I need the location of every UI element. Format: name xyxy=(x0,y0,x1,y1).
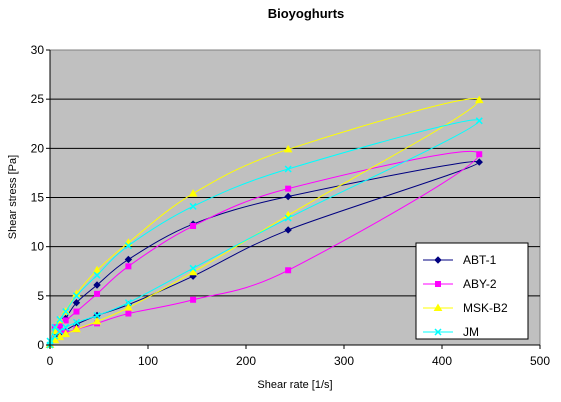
data-point xyxy=(189,264,197,272)
y-tick-label: 30 xyxy=(31,43,45,57)
data-point xyxy=(72,318,80,326)
legend-box xyxy=(415,242,529,340)
y-tick-label: 5 xyxy=(37,289,44,303)
data-point xyxy=(124,255,133,264)
series-layer xyxy=(45,95,484,349)
data-point xyxy=(125,310,132,317)
data-point xyxy=(475,158,483,166)
legend-swatch-marker xyxy=(434,328,442,336)
y-tick-label: 25 xyxy=(31,92,45,106)
data-point xyxy=(125,263,132,270)
x-tick-label: 300 xyxy=(334,354,354,368)
data-point xyxy=(189,202,197,210)
data-point xyxy=(93,281,101,289)
data-point xyxy=(93,271,101,279)
data-point xyxy=(92,316,102,325)
data-point xyxy=(62,317,69,324)
data-point xyxy=(190,223,197,230)
data-point xyxy=(51,323,59,331)
data-point xyxy=(124,303,133,311)
data-point xyxy=(55,332,65,341)
chart-title: Bioyoghurts xyxy=(268,6,345,21)
y-tick-label: 0 xyxy=(37,338,44,352)
x-axis-label: Shear rate [1/s] xyxy=(257,379,332,391)
data-point xyxy=(56,315,64,323)
x-tick-label: 200 xyxy=(236,354,256,368)
data-point xyxy=(284,226,292,234)
legend-swatch-marker xyxy=(433,303,443,311)
data-point xyxy=(94,290,101,297)
data-point xyxy=(284,214,292,222)
x-tick-label: 500 xyxy=(530,354,550,368)
x-tick-label: 0 xyxy=(47,354,54,368)
series-jm xyxy=(46,117,483,349)
data-point xyxy=(124,242,132,250)
data-point xyxy=(73,308,80,315)
x-tick-label: 100 xyxy=(138,354,158,368)
legend: ABT-1 ABY-2 MSK-B2 JM xyxy=(415,242,529,340)
data-point xyxy=(62,308,70,316)
data-point xyxy=(284,192,292,201)
data-point xyxy=(285,267,292,274)
data-point xyxy=(474,95,484,104)
legend-swatch-marker xyxy=(434,256,442,264)
data-point xyxy=(190,296,197,303)
data-point xyxy=(72,292,80,300)
y-tick-label: 15 xyxy=(31,191,45,205)
data-point xyxy=(476,151,483,158)
legend-label: MSK-B2 xyxy=(463,301,508,315)
data-point xyxy=(93,311,101,320)
y-tick-label: 10 xyxy=(31,240,45,254)
legend-swatch-marker xyxy=(435,281,441,287)
y-axis-label: Shear stress [Pa] xyxy=(7,155,19,239)
y-tick-label: 20 xyxy=(31,141,45,155)
data-point xyxy=(61,329,71,338)
data-point xyxy=(475,117,483,125)
data-point xyxy=(284,165,292,173)
data-point xyxy=(62,323,70,331)
data-point xyxy=(124,299,132,307)
data-point xyxy=(188,267,198,276)
x-tick-label: 400 xyxy=(432,354,452,368)
legend-label: ABY-2 xyxy=(463,277,497,291)
data-point xyxy=(72,324,81,333)
data-point xyxy=(72,299,81,307)
data-point xyxy=(285,185,292,192)
legend-label: JM xyxy=(463,325,479,339)
data-point xyxy=(92,265,102,274)
data-point xyxy=(188,189,198,197)
legend-label: ABT-1 xyxy=(463,253,497,267)
data-point xyxy=(283,144,293,153)
